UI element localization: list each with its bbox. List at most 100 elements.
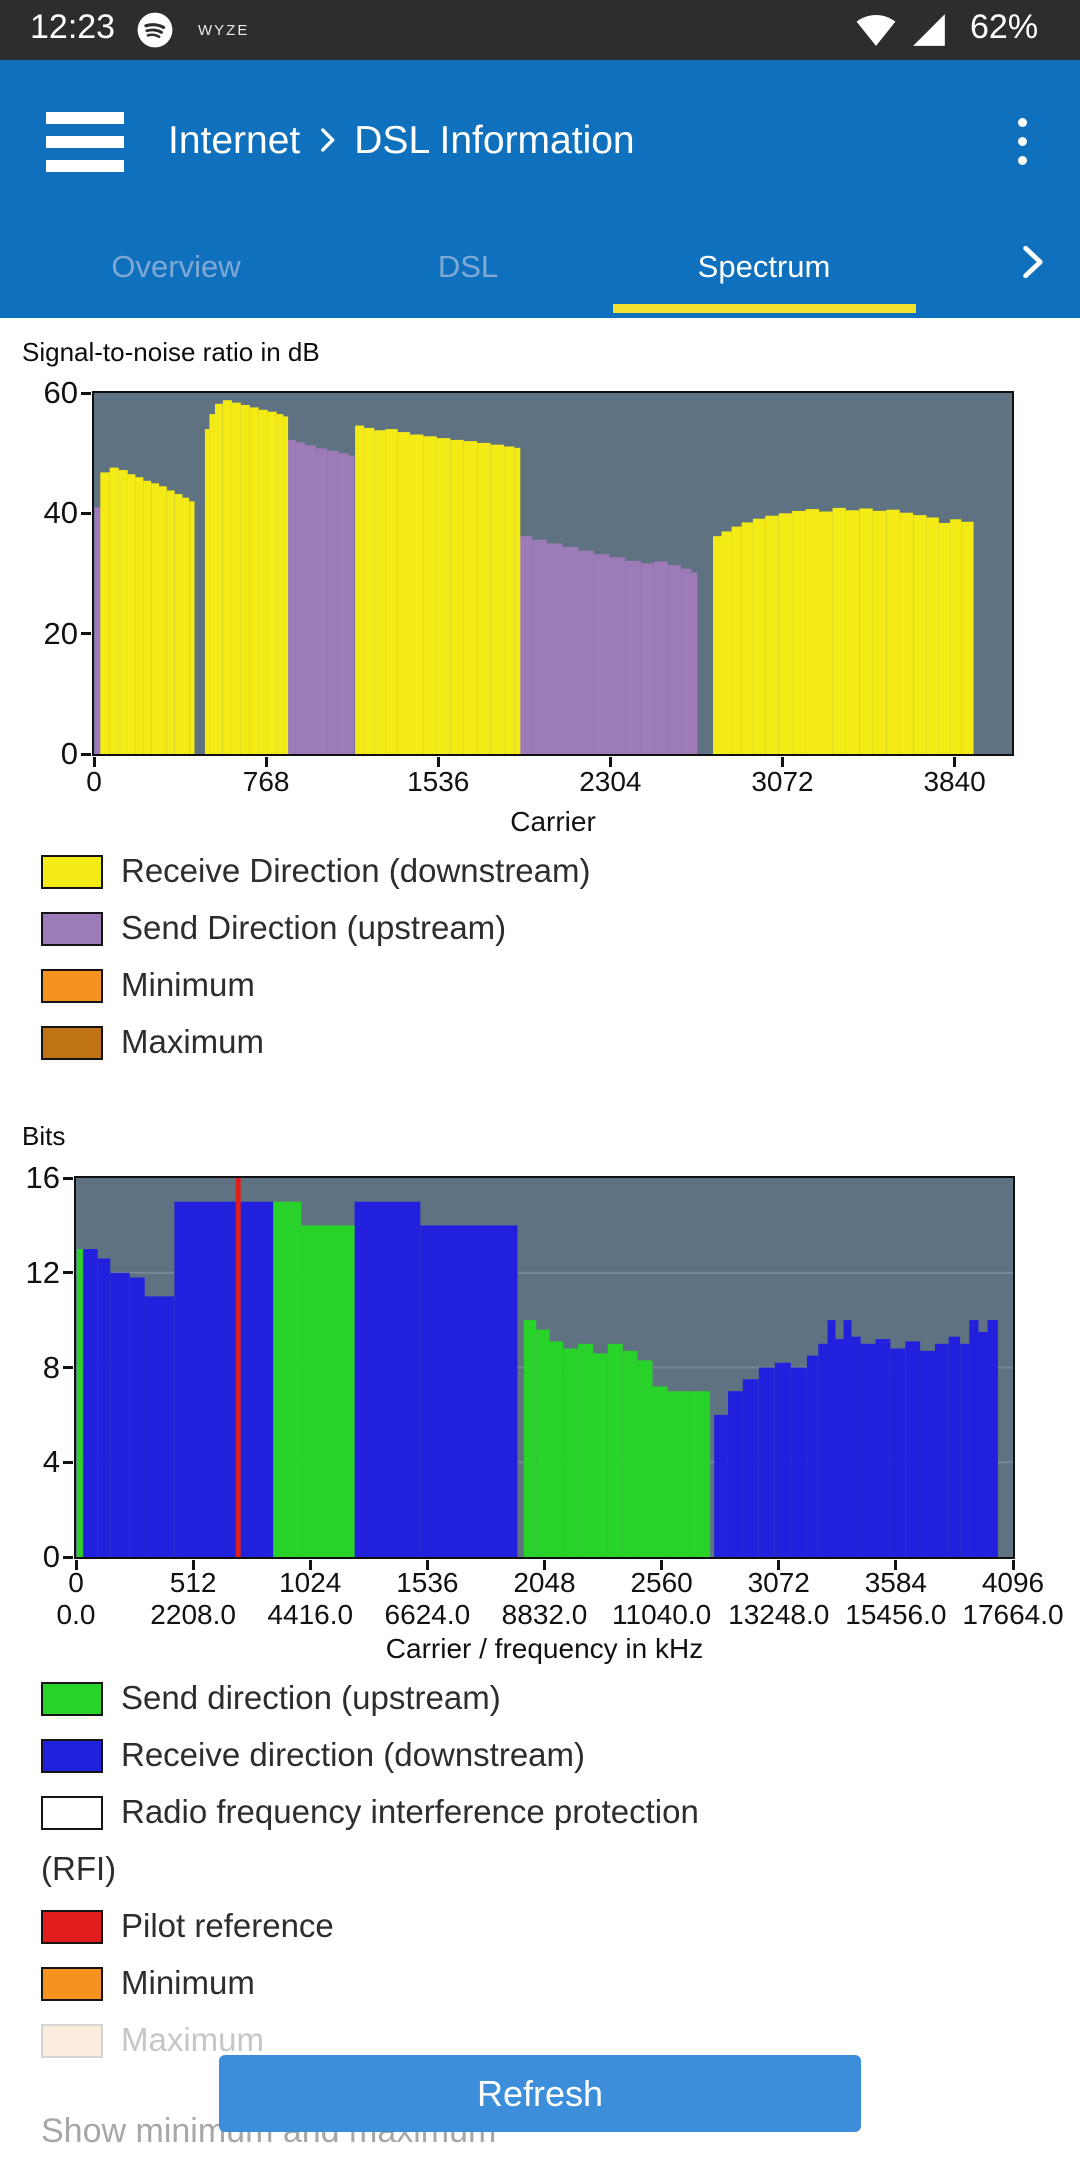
legend-label: Minimum: [121, 966, 255, 1003]
x-tick-label: 4096: [981, 1567, 1045, 1598]
x-tick: [1011, 1560, 1015, 1570]
x-tick-label-khz: 6624.0: [384, 1599, 471, 1630]
legend-swatch: [41, 969, 103, 1003]
snr-legend: Receive Direction (downstream) Send Direc…: [41, 842, 801, 1070]
snr-chart-title: Signal-to-noise ratio in dB: [22, 337, 320, 367]
series-send-direction-upstream-: [76, 1201, 711, 1557]
x-tick-label: 0: [68, 1567, 84, 1598]
y-tick: [63, 1366, 73, 1369]
menu-bar: [46, 136, 124, 148]
cellular-signal-icon: [910, 11, 948, 49]
app-header: Internet DSL Information Overview DSL Spe…: [0, 60, 1080, 318]
legend-label: Minimum: [121, 1964, 255, 2001]
x-tick-label: 3840: [923, 766, 986, 797]
legend-swatch: [41, 1739, 103, 1773]
bits-chart-title: Bits: [22, 1121, 66, 1151]
x-tick: [777, 1560, 781, 1570]
bits-legend: Send direction (upstream) Receive directi…: [41, 1669, 741, 2068]
x-tick-label: 2560: [630, 1567, 693, 1598]
y-tick-label: 4: [42, 1444, 60, 1480]
x-tick-label: 1536: [396, 1567, 459, 1598]
tabs-scroll-right-icon[interactable]: [1010, 240, 1054, 284]
legend-item: Pilot reference: [41, 1897, 741, 1954]
x-tick-label: 2304: [579, 766, 642, 797]
legend-swatch: [41, 1967, 103, 2001]
menu-bar: [46, 112, 124, 124]
breadcrumb-root: Internet: [168, 119, 301, 162]
x-tick-label-khz: 13248.0: [728, 1599, 830, 1630]
legend-item: Minimum: [41, 956, 801, 1013]
x-tick-label-khz: 4416.0: [267, 1599, 354, 1630]
clock: 12:23: [30, 8, 116, 46]
y-tick: [63, 1460, 73, 1464]
x-tick: [191, 1560, 195, 1570]
legend-label: Receive direction (downstream): [121, 1736, 586, 1773]
legend-swatch: [41, 1910, 103, 1944]
x-tick: [264, 757, 268, 767]
y-tick-label: 0: [42, 1539, 60, 1574]
status-bar: 12:23 WYZE 62%: [0, 0, 1080, 60]
legend-swatch: [41, 912, 103, 946]
x-tick-label: 1536: [407, 766, 470, 797]
x-tick: [308, 1560, 312, 1570]
x-tick: [74, 1560, 78, 1570]
legend-swatch: [41, 1026, 103, 1060]
menu-icon[interactable]: [46, 112, 124, 172]
legend-swatch: [41, 2024, 103, 2058]
x-tick: [894, 1560, 898, 1570]
tab-spectrum[interactable]: Spectrum: [697, 249, 831, 284]
legend-label: Send Direction (upstream): [121, 909, 507, 946]
refresh-button[interactable]: Refresh: [219, 2055, 861, 2132]
y-tick-label: 20: [43, 615, 78, 651]
legend-label: Pilot reference: [121, 1907, 334, 1944]
x-tick-label-khz: 2208.0: [150, 1599, 236, 1630]
page-title: Internet DSL Information: [168, 117, 635, 165]
x-tick: [543, 1560, 546, 1570]
menu-bar: [46, 160, 124, 172]
legend-label: Send direction (upstream): [121, 1679, 501, 1716]
tab-overview[interactable]: Overview: [111, 249, 241, 284]
breadcrumb-separator-icon: [310, 121, 344, 155]
legend-label: Radio frequency interference protection …: [41, 1793, 699, 1887]
y-tick: [81, 632, 91, 636]
legend-label: Receive Direction (downstream): [121, 852, 591, 889]
x-tick-label: 512: [169, 1567, 217, 1598]
x-tick: [425, 1560, 429, 1570]
legend-label: Maximum: [121, 2021, 265, 2058]
y-tick: [63, 1555, 73, 1559]
legend-item: Radio frequency interference protection …: [41, 1783, 741, 1897]
spotify-icon: [136, 11, 174, 49]
legend-swatch: [41, 1682, 103, 1716]
x-tick-label-khz: 0.0: [56, 1599, 96, 1630]
breadcrumb-page: DSL Information: [354, 119, 635, 162]
tab-dsl[interactable]: DSL: [437, 249, 499, 284]
y-tick-label: 60: [43, 375, 78, 410]
overflow-menu-icon[interactable]: [1018, 118, 1027, 165]
x-tick: [608, 757, 612, 767]
x-tick-label: 3072: [751, 766, 814, 797]
x-axis-title: Carrier: [510, 806, 596, 837]
legend-label: Maximum: [121, 1023, 265, 1060]
y-tick: [81, 752, 91, 756]
x-tick-label-khz: 8832.0: [501, 1599, 588, 1630]
legend-item: Maximum: [41, 1013, 801, 1070]
x-tick-label: 0: [86, 766, 102, 797]
series-receive-direction-downstream-: [83, 1201, 998, 1557]
x-axis-title: Carrier / frequency in kHz: [385, 1633, 704, 1664]
legend-item: Maximum: [41, 2011, 741, 2068]
x-tick: [953, 757, 957, 767]
y-tick-label: 12: [25, 1254, 60, 1290]
x-tick-label: 768: [242, 766, 290, 797]
kebab-dot: [1018, 156, 1027, 165]
x-tick: [781, 757, 784, 767]
legend-item: Send direction (upstream): [41, 1669, 741, 1726]
pilot-reference-line: [235, 1178, 241, 1557]
x-tick: [92, 757, 96, 767]
y-tick: [63, 1271, 73, 1275]
kebab-dot: [1018, 118, 1027, 127]
legend-swatch: [41, 1796, 103, 1830]
snr-plot: [92, 391, 1014, 756]
y-tick: [81, 391, 91, 395]
y-tick-label: 16: [25, 1160, 60, 1195]
